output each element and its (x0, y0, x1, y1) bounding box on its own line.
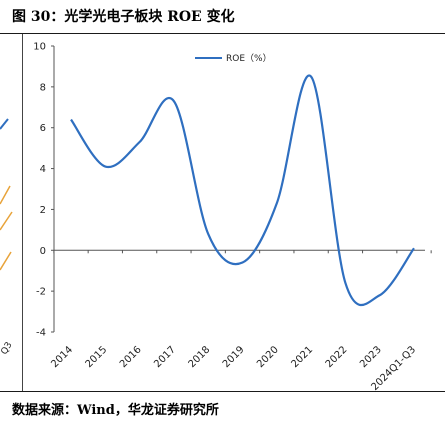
x-axis-ticks: 2014 2015 2016 2017 2018 2019 2020 2021 2022 2023… (49, 250, 432, 391)
series-group (70, 74, 415, 307)
x-tick-label: 2020 (255, 344, 281, 370)
x-tick-label: 2019 (221, 344, 247, 370)
y-tick-label: -2 (36, 287, 46, 298)
bottom-rule (0, 391, 445, 392)
top-rule (0, 33, 445, 34)
y-tick-label: 6 (40, 123, 46, 134)
legend-label: ROE（%） (226, 53, 272, 64)
x-tick-label: 2018 (187, 344, 213, 370)
roe-series-line (70, 74, 415, 307)
left-fragment-line (0, 118, 9, 130)
figure-title: 图 30：光学光电子板块 ROE 变化 (12, 9, 235, 25)
source-note: 数据来源：Wind，华龙证券研究所 (12, 403, 219, 418)
y-tick-label: 2 (40, 205, 46, 216)
x-tick-label: 2015 (84, 344, 110, 370)
y-tick-label: -4 (36, 328, 46, 339)
y-tick-label: 4 (40, 164, 46, 175)
left-fragment-bar-3 (0, 251, 12, 271)
left-fragment-svg: Q3 (0, 118, 15, 357)
y-tick-label: 8 (40, 82, 46, 93)
chart-axes (53, 46, 425, 332)
roe-line-chart: -4 -2 0 2 4 6 8 10 2014 2015 2016 2017 2018 2019 2020… (33, 42, 432, 391)
left-chart-fragment: Q3 (0, 34, 23, 391)
y-tick-label: 0 (40, 246, 46, 257)
left-fragment-bar-1 (0, 185, 11, 205)
left-fragment-bar-2 (0, 211, 13, 231)
x-tick-label: 2016 (118, 344, 144, 370)
x-tick-label: 2021 (289, 344, 315, 370)
x-tick-label: 2023 (358, 344, 384, 370)
y-tick-label: 10 (33, 42, 46, 53)
x-tick-label: 2014 (49, 344, 75, 370)
chart-legend: ROE（%） (195, 53, 272, 64)
y-axis-ticks: -4 -2 0 2 4 6 8 10 (33, 42, 54, 339)
x-tick-label: 2022 (324, 344, 350, 370)
x-tick-label: 2017 (152, 344, 178, 370)
